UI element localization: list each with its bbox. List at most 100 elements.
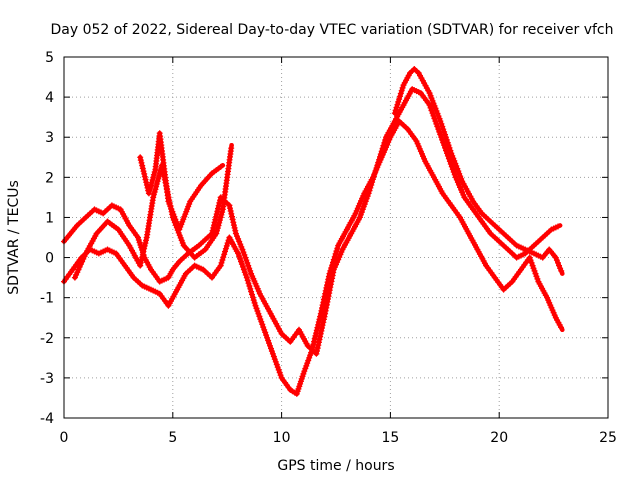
data-point <box>301 371 306 377</box>
data-point <box>557 223 563 228</box>
data-point <box>177 227 182 232</box>
data-point <box>407 70 413 76</box>
data-point <box>366 191 371 196</box>
data-point <box>227 203 232 208</box>
data-point <box>166 275 171 280</box>
y-tick-label: -3 <box>40 371 54 387</box>
data-point <box>492 275 497 280</box>
data-point <box>514 255 519 260</box>
data-point <box>214 231 219 236</box>
y-tick-label: -1 <box>40 291 54 307</box>
data-point <box>116 227 121 232</box>
data-point <box>209 275 215 280</box>
series-track-1 <box>61 86 563 357</box>
data-point <box>227 235 232 240</box>
data-point <box>127 223 132 228</box>
data-point <box>379 155 384 160</box>
data-point <box>148 267 154 272</box>
data-point <box>198 183 204 188</box>
data-point <box>427 102 432 108</box>
data-point <box>349 231 354 236</box>
data-point <box>74 223 80 228</box>
data-point <box>544 295 550 300</box>
data-point <box>453 175 458 180</box>
series-track-2 <box>61 118 565 397</box>
data-point <box>257 291 262 296</box>
data-point <box>344 227 350 232</box>
x-tick-label: 15 <box>381 430 399 446</box>
data-point <box>418 90 424 96</box>
data-point <box>201 267 206 272</box>
data-point <box>296 327 302 332</box>
data-point <box>109 203 115 208</box>
y-tick-label: 1 <box>45 210 54 226</box>
data-point <box>510 279 515 284</box>
data-point <box>96 251 102 256</box>
data-point <box>138 263 143 268</box>
data-point <box>83 215 89 220</box>
data-point <box>423 159 428 164</box>
data-point <box>94 231 99 236</box>
data-point <box>144 235 149 240</box>
data-point <box>322 311 328 316</box>
data-point <box>157 131 162 136</box>
data-point <box>166 303 171 308</box>
y-tick-label: -2 <box>40 331 54 347</box>
data-point <box>383 135 389 140</box>
data-point <box>279 331 284 336</box>
data-point <box>218 263 223 268</box>
x-tick-label: 0 <box>60 430 69 446</box>
data-point <box>518 267 524 272</box>
data-point <box>248 271 254 276</box>
series-track-5 <box>391 66 565 276</box>
data-point <box>547 247 552 252</box>
data-point <box>414 139 419 144</box>
data-point <box>523 247 528 252</box>
data-point <box>157 279 162 284</box>
data-point <box>305 343 310 348</box>
series-track-4 <box>137 130 226 233</box>
data-point <box>131 275 136 280</box>
plot-frame <box>63 56 609 419</box>
data-point <box>549 227 554 232</box>
data-point <box>431 175 437 180</box>
data-point <box>444 151 450 156</box>
data-point <box>220 207 225 212</box>
data-point <box>157 291 162 296</box>
data-point <box>135 235 141 240</box>
data-point <box>497 227 502 232</box>
data-point <box>470 207 476 212</box>
data-point <box>401 102 406 108</box>
data-point <box>279 375 284 381</box>
data-point <box>396 119 402 124</box>
data-point <box>353 211 358 216</box>
data-point <box>233 231 239 236</box>
data-point <box>449 151 454 156</box>
data-point <box>514 243 519 248</box>
data-point <box>505 235 511 240</box>
data-point <box>412 66 417 72</box>
data-point <box>105 247 110 252</box>
data-point <box>488 231 493 236</box>
data-point <box>327 271 332 276</box>
data-point <box>188 199 193 204</box>
data-point <box>483 263 489 268</box>
data-point <box>83 251 89 256</box>
data-point <box>392 119 397 124</box>
data-point <box>466 231 471 236</box>
y-axis-label: SDTVAR / TECUs <box>6 180 22 295</box>
data-point <box>314 351 319 356</box>
data-point <box>318 311 323 316</box>
data-point <box>488 219 493 224</box>
data-point <box>229 143 234 148</box>
data-point <box>170 267 175 272</box>
data-point <box>497 239 502 244</box>
data-point <box>262 327 267 332</box>
y-tick-label: 5 <box>45 50 54 66</box>
y-tick-label: 4 <box>45 90 54 106</box>
data-point <box>288 339 293 344</box>
series-track-3 <box>71 142 235 281</box>
data-point <box>183 271 189 276</box>
y-tick-label: 3 <box>45 130 54 146</box>
